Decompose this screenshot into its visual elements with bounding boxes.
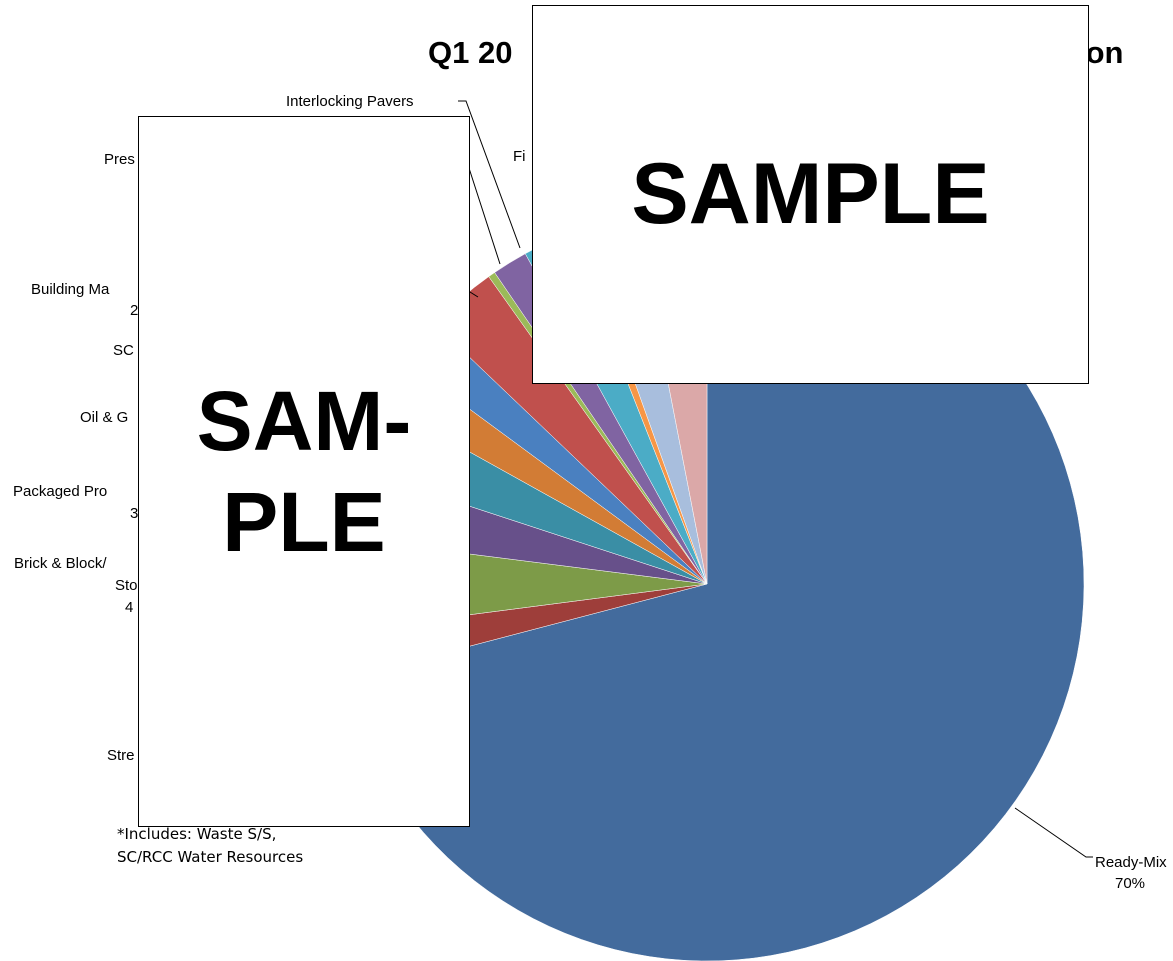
label-pres: Pres (104, 151, 135, 168)
label-brick-block-value: 4 (125, 599, 133, 616)
label-sc: SC (113, 342, 134, 359)
footnote-line-1: *Includes: Waste S/S, (117, 825, 277, 843)
label-fi: Fi (513, 148, 526, 165)
leader-line-1 (458, 100, 521, 249)
label-brick-block-sub: Sto (115, 577, 138, 594)
chart-title: Q1 20 (428, 35, 512, 70)
label-packaged-products-value: 3 (130, 505, 138, 522)
label-building-materials: Building Ma (31, 281, 110, 298)
footnote-line-2: SC/RCC Water Resources (117, 848, 304, 866)
sample-watermark-right: SAMPLE (532, 5, 1089, 384)
label-ready-mix-value: 70% (1115, 875, 1145, 892)
label-stre: Stre (107, 747, 135, 764)
footnote: *Includes: Waste S/S, SC/RCC Water Resou… (117, 823, 303, 869)
sample-watermark-left: SAM- PLE (138, 116, 470, 827)
label-packaged-products: Packaged Pro (13, 483, 107, 500)
sample-watermark-right-text: SAMPLE (631, 146, 990, 242)
sample-watermark-left-text: SAM- PLE (196, 373, 412, 569)
label-interlocking-pavers: Interlocking Pavers (286, 93, 414, 110)
label-oil-gas: Oil & G (80, 409, 128, 426)
leader-line-3 (469, 291, 479, 298)
leader-line-0 (1014, 807, 1093, 858)
label-brick-block: Brick & Block/ (14, 555, 107, 572)
label-ready-mix: Ready-Mix (1095, 854, 1167, 871)
label-building-materials-value: 2 (130, 302, 138, 319)
